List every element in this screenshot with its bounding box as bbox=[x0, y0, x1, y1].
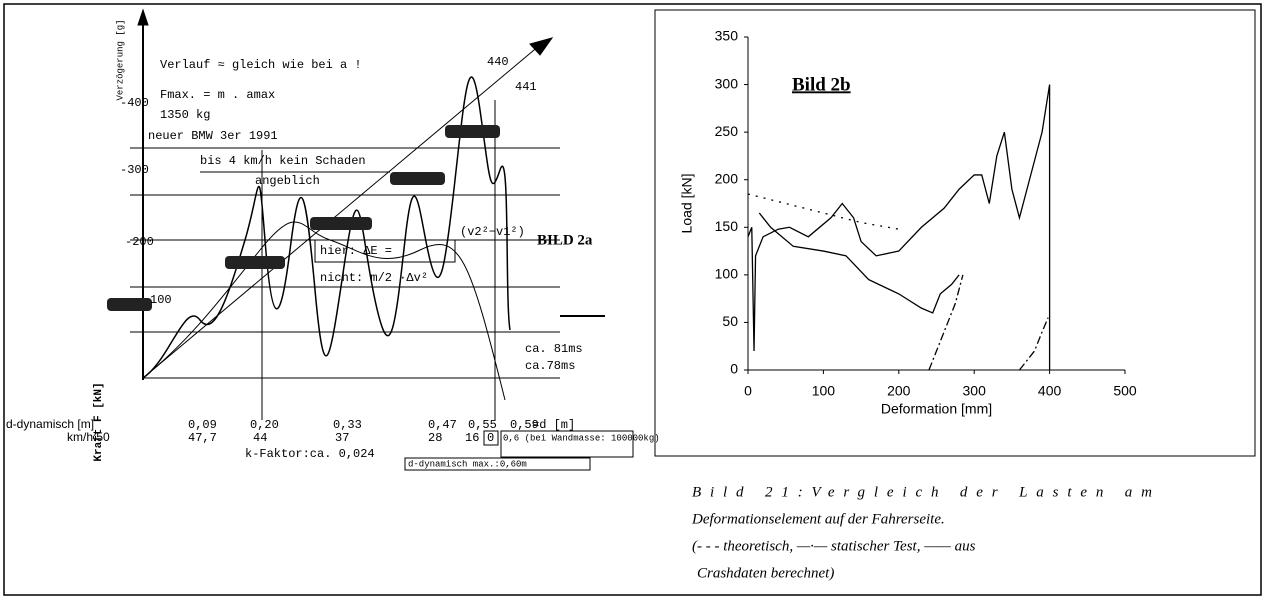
speed: 16 bbox=[465, 431, 479, 445]
left-label: ca.78ms bbox=[525, 359, 575, 373]
line bbox=[758, 212, 960, 314]
left-label: 1350 kg bbox=[160, 108, 210, 122]
y-tick-label: 300 bbox=[715, 75, 739, 91]
speed: 0 bbox=[487, 431, 494, 445]
x-tick-label: 300 bbox=[963, 383, 987, 399]
y-tick-label: 200 bbox=[715, 170, 739, 186]
caption-line: (- - - theoretisch, —·— statischer Test,… bbox=[692, 538, 976, 554]
left-label: 100 bbox=[150, 293, 172, 307]
left-label: nicht: m/2 ·Δv² bbox=[320, 271, 428, 285]
axis-title: Kraft F [kN] bbox=[93, 382, 105, 461]
x-tick-label: 500 bbox=[1113, 383, 1137, 399]
left-label: 440 bbox=[487, 55, 509, 69]
speed: 47,7 bbox=[188, 431, 217, 445]
annotation: Bild 2b bbox=[792, 74, 851, 95]
y-tick-label: 250 bbox=[715, 123, 739, 139]
caption-line: Bild 21:Vergleich der Lasten am bbox=[692, 484, 1152, 500]
border bbox=[3, 3, 1262, 596]
left-texts: Verlauf ≈ gleich wie bei a ! 440441-400Fm… bbox=[6, 19, 660, 469]
left-figure bbox=[130, 8, 634, 471]
d-value: 0,55 bbox=[468, 418, 497, 432]
left-label: neuer BMW 3er 1991 bbox=[148, 129, 278, 143]
d-value: 0,20 bbox=[250, 418, 279, 432]
line bbox=[747, 193, 899, 230]
y-tick-label: 50 bbox=[722, 313, 738, 329]
d-value: 0,33 bbox=[333, 418, 362, 432]
y-axis-title: Load [kN] bbox=[679, 174, 695, 234]
left-label: 0,6 (bei Wandmasse: 100000kg) bbox=[503, 433, 660, 443]
left-label: angeblich bbox=[255, 174, 320, 188]
d-value: 0,59 bbox=[510, 418, 539, 432]
right-chart: 0 50 100 150 200 250 300 350 0 100 200 300 400 500 Def… bbox=[679, 28, 1137, 417]
left-label: hier: ΔE = bbox=[320, 244, 392, 258]
left-label: d-dynamisch max.:0,60m bbox=[408, 459, 527, 469]
speed: 44 bbox=[253, 431, 267, 445]
left-label: -400 bbox=[120, 96, 149, 110]
left-label: k-Faktor:ca. 0,024 bbox=[245, 447, 375, 461]
cars bbox=[107, 125, 500, 311]
left-label: (v2²−v1²) bbox=[460, 225, 525, 239]
caption: Bild 21:Vergleich der Lasten am Deformati… bbox=[691, 484, 1152, 581]
speed: 28 bbox=[428, 431, 442, 445]
left-label: Fmax. = m . amax bbox=[160, 88, 275, 102]
y-tick-label: 150 bbox=[715, 218, 739, 234]
d-value: 0,09 bbox=[188, 418, 217, 432]
left-label: km/h:50 bbox=[67, 430, 110, 444]
x-tick-label: 0 bbox=[744, 383, 752, 399]
line bbox=[747, 84, 1051, 370]
axis-title: Verzögerung [g] bbox=[115, 19, 125, 100]
left-label: -200 bbox=[125, 235, 154, 249]
y-tick-label: 350 bbox=[715, 28, 739, 44]
caption-line: Deformationselement auf der Fahrerseite. bbox=[691, 511, 945, 527]
y-tick-label: 100 bbox=[715, 266, 739, 282]
left-label: -300 bbox=[120, 163, 149, 177]
x-tick-label: 400 bbox=[1038, 383, 1062, 399]
left-label: d-dynamisch [m] bbox=[6, 417, 94, 431]
x-tick-label: 200 bbox=[887, 383, 911, 399]
left-label: =d [m] bbox=[532, 418, 575, 432]
y-tick-label: 0 bbox=[730, 361, 738, 377]
caption-line: Crashdaten berechnet) bbox=[697, 565, 834, 581]
chart-frame bbox=[654, 9, 1256, 457]
left-label: 441 bbox=[515, 80, 537, 94]
left-label: Verlauf ≈ gleich wie bei a ! bbox=[160, 58, 362, 72]
x-tick-label: 100 bbox=[812, 383, 836, 399]
d-value: 0,47 bbox=[428, 418, 457, 432]
left-label: bis 4 km/h kein Schaden bbox=[200, 154, 366, 168]
figure-label: BILD 2a bbox=[537, 232, 593, 248]
x-axis-title: Deformation [mm] bbox=[881, 401, 992, 417]
line bbox=[928, 274, 1049, 371]
left-label: ca. 81ms bbox=[525, 342, 583, 356]
speed: 37 bbox=[335, 431, 349, 445]
